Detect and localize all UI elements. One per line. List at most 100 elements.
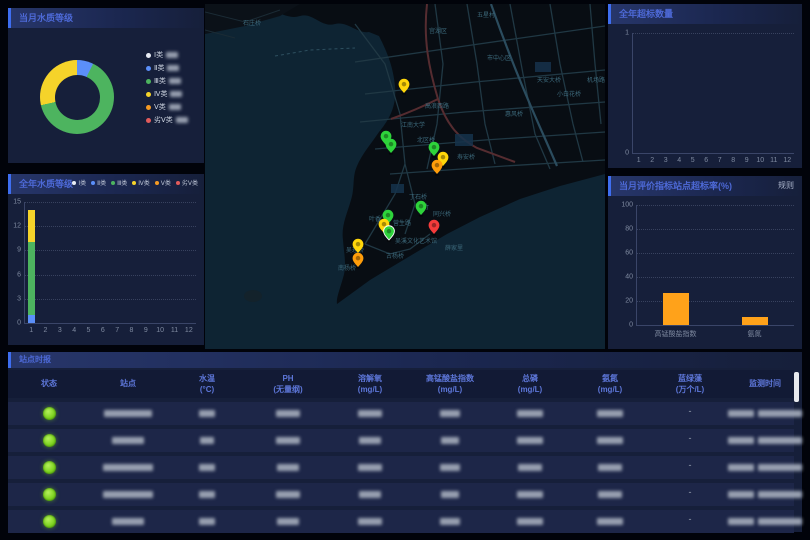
legend-item-Ⅰ类[interactable]: Ⅰ类 [146,50,178,60]
gridline-3 [24,299,196,300]
col-name: PH [250,373,326,384]
value-redacted [358,518,382,525]
value-redacted [440,410,460,417]
legend-item-Ⅴ类[interactable]: Ⅴ类 [146,102,181,112]
col-name: 蓝绿藻 [652,373,728,384]
city-map[interactable]: 石庄桥五星村宫湖区市中心区天安大桥机场路小白花桥高浪西路惠风桥江南大学北区桥寿安… [205,4,605,349]
value-redacted [598,464,622,471]
x-tick-1: 1 [29,327,33,334]
x-tick-12: 12 [783,157,791,164]
algae-value: - [689,487,692,497]
col-name: 溶解氧 [332,373,408,384]
x-tick-10: 10 [756,157,764,164]
map-label-南杨桥: 南杨桥 [338,264,356,272]
map-label-丁石桥: 丁石桥 [409,193,427,201]
year-exceed-plot: 01123456789101112 [608,4,802,168]
value-redacted [200,437,214,444]
legend-label: Ⅱ类 [154,65,164,72]
legend-item-Ⅱ类[interactable]: Ⅱ类 [146,63,179,73]
legend-dot [146,92,151,97]
month-rate-plot: 020406080100高锰酸盐指数氨氮 [608,176,802,349]
col-unit: (无量纲) [250,384,326,395]
status-indicator [43,407,56,420]
x-tick-1: 1 [637,157,641,164]
table-row-1[interactable]: - [8,402,794,425]
legend-dot [146,66,151,71]
map-island [244,290,262,302]
time-clock-redacted [758,410,802,417]
table-scrollbar[interactable] [794,372,799,402]
map-label-小白花桥: 小白花桥 [557,90,581,98]
col-header-状态: 状态 [11,378,87,389]
col-unit: (mg/L) [492,384,568,395]
x-tick-8: 8 [731,157,735,164]
map-label-薛家里: 薛家里 [445,244,463,252]
value-redacted [597,437,623,444]
x-tick-4: 4 [72,327,76,334]
col-name: 高锰酸盐指数 [412,373,488,384]
map-label-寿安桥: 寿安桥 [457,153,475,161]
gridline-12 [24,226,196,227]
y-tick-0: 0 [617,322,633,329]
table-row-3[interactable]: - [8,456,794,479]
time-date-redacted [728,464,754,471]
legend-value-redacted [167,65,179,71]
col-header-监测时间: 监测时间 [727,378,803,389]
col-unit: (mg/L) [412,384,488,395]
x-tick-9: 9 [144,327,148,334]
table-row-4[interactable]: - [8,483,794,506]
gridline-20 [636,301,794,302]
rate-bar-高锰酸盐指数 [663,293,689,325]
value-redacted [199,410,215,417]
time-clock-redacted [758,518,802,525]
station-name-redacted [112,518,144,525]
value-redacted [359,491,381,498]
map-panel[interactable]: 石庄桥五星村宫湖区市中心区天安大桥机场路小白花桥高浪西路惠风桥江南大学北区桥寿安… [205,4,605,349]
algae-value: - [689,433,692,443]
map-label-市中心区: 市中心区 [487,54,511,62]
y-tick-0: 0 [5,320,21,327]
col-name: 总磷 [492,373,568,384]
time-clock-redacted [758,464,802,471]
x-tick-6: 6 [704,157,708,164]
map-label-五星村: 五星村 [477,11,495,19]
map-label-惠风桥: 惠风桥 [505,110,523,118]
table-row-5[interactable]: - [8,510,794,533]
y-axis [24,202,25,323]
gridline-9 [24,250,196,251]
map-label-宫湖区: 宫湖区 [429,27,447,35]
legend-item-Ⅳ类[interactable]: Ⅳ类 [146,89,182,99]
rate-bar-label-氨氮: 氨氮 [748,329,762,339]
legend-dot [146,79,151,84]
time-date-redacted [728,491,754,498]
value-redacted [517,410,543,417]
y-tick-1: 1 [613,30,629,37]
value-redacted [440,518,460,525]
map-label-营生路: 营生路 [393,219,411,227]
legend-value-redacted [169,104,181,110]
value-redacted [441,491,459,498]
x-tick-5: 5 [87,327,91,334]
col-name: 监测时间 [727,378,803,389]
x-tick-10: 10 [156,327,164,334]
col-name: 氨氮 [572,373,648,384]
value-redacted [276,491,300,498]
x-tick-8: 8 [130,327,134,334]
x-tick-5: 5 [691,157,695,164]
col-unit: (mg/L) [572,384,648,395]
algae-value: - [689,514,692,524]
value-redacted [277,464,299,471]
algae-value: - [689,460,692,470]
station-name-redacted [103,464,153,471]
legend-label: Ⅴ类 [154,104,166,111]
legend-item-Ⅲ类[interactable]: Ⅲ类 [146,76,181,86]
x-tick-4: 4 [677,157,681,164]
legend-item-劣Ⅴ类[interactable]: 劣Ⅴ类 [146,115,188,125]
table-row-2[interactable]: - [8,429,794,452]
value-redacted [276,437,300,444]
value-redacted [517,491,543,498]
panel-month-quality-title: 当月水质等级 [19,8,73,28]
panel-month-quality-header: 当月水质等级 [8,8,204,28]
status-indicator [43,461,56,474]
col-header-总磷: 总磷(mg/L) [492,373,568,395]
